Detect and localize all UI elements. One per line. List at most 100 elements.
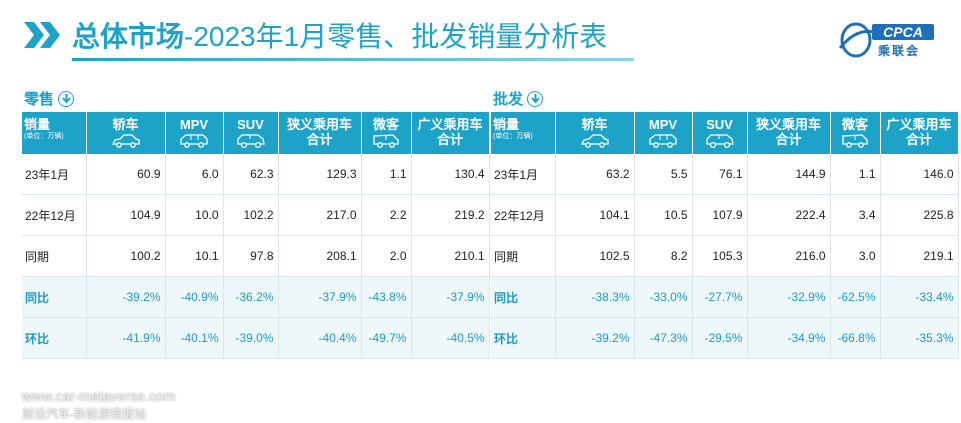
title-underline (72, 58, 634, 61)
retail-section-label: 零售 (24, 88, 75, 109)
table-cell: 2.2 (361, 194, 412, 236)
column-header: 狭义乘用车 合计 (278, 112, 362, 154)
table-cell: 104.1 (555, 194, 635, 236)
table-cell: 225.8 (880, 194, 959, 236)
column-header-label: 微客 (372, 117, 399, 132)
watermark: www.car-metaverse.com 前沿汽车-新能源情报站 (22, 387, 175, 423)
table-cell: -33.0% (634, 276, 693, 318)
table-row: 同比 -38.3% -33.0% -27.7% -32.9% -62.5% -33.4% (491, 276, 959, 318)
table-cell: -49.7% (361, 317, 412, 359)
table-cell: 208.1 (278, 235, 362, 277)
table-cell: 210.1 (411, 235, 490, 277)
wholesale-label: 批发 (493, 91, 524, 108)
column-header: MPV (165, 112, 224, 154)
table-cell: -40.4% (278, 317, 362, 359)
table-cell: 10.5 (634, 194, 693, 236)
table-cell: -36.2% (223, 276, 279, 318)
table-cell: -37.9% (278, 276, 362, 318)
watermark-caption: 前沿汽车-新能源情报站 (22, 407, 146, 421)
table-cell: 8.2 (634, 235, 693, 277)
retail-label: 零售 (24, 91, 55, 108)
column-header: SUV (692, 112, 748, 154)
page-header: 总体市场-2023年1月零售、批发销量分析表 CPCA 乘联会 (0, 0, 961, 68)
table-cell: 10.0 (165, 194, 224, 236)
table-cell: -41.9% (86, 317, 166, 359)
column-header: 广义乘用车 合计 (411, 112, 490, 154)
row-label: 同期 (22, 235, 87, 277)
sedan-icon (87, 134, 165, 151)
column-header: 轿车 (86, 112, 166, 154)
table-cell: 105.3 (692, 235, 748, 277)
double-chevron-icon (24, 22, 60, 48)
mpv-icon (635, 134, 692, 151)
table-cell: 104.9 (86, 194, 166, 236)
table-cell: -39.0% (223, 317, 279, 359)
row-label: 环比 (491, 317, 556, 359)
column-header-label: 广义乘用车 合计 (886, 117, 952, 147)
unit-label: 销量 (24, 117, 51, 132)
table-cell: -38.3% (555, 276, 635, 318)
table-cell: 3.0 (830, 235, 881, 277)
table-row: 环比 -39.2% -47.3% -29.5% -34.9% -66.8% -35.3% (491, 317, 959, 359)
column-header: 广义乘用车 合计 (880, 112, 959, 154)
down-arrow-icon (527, 90, 544, 107)
table-cell: -40.1% (165, 317, 224, 359)
table-cell: 100.2 (86, 235, 166, 277)
table-row: 23年1月 63.2 5.5 76.1 144.9 1.1 146.0 (491, 154, 959, 195)
logo-swoosh-icon (838, 22, 875, 58)
wholesale-section-label: 批发 (493, 88, 544, 109)
table-cell: 97.8 (223, 235, 279, 277)
column-header-label: 轿车 (112, 117, 139, 132)
row-label: 环比 (22, 317, 87, 359)
table-cell: -34.9% (747, 317, 831, 359)
table-cell: 6.0 (165, 154, 224, 195)
unit-header-cell: 销量 (单位：万辆) (22, 112, 87, 154)
table-cell: 76.1 (692, 154, 748, 195)
unit-label: 销量 (493, 117, 520, 132)
unit-note: (单位：万辆) (493, 133, 533, 140)
column-header: 微客 (830, 112, 881, 154)
wholesale-table: 销量 (单位：万辆) 轿车 MPV SUV 狭义乘用车 合计 微客 广义乘用车 合计 23年1月 6… (491, 112, 959, 359)
row-label: 同期 (491, 235, 556, 277)
logo-chinese: 乘联会 (878, 44, 921, 58)
suv-icon (224, 134, 278, 151)
table-cell: 2.0 (361, 235, 412, 277)
table-cell: 216.0 (747, 235, 831, 277)
table-row: 环比 -41.9% -40.1% -39.0% -40.4% -49.7% -40.5% (22, 317, 490, 359)
column-header-label: 广义乘用车 合计 (417, 117, 483, 147)
mpv-icon (166, 134, 223, 151)
table-cell: -62.5% (830, 276, 881, 318)
table-cell: 5.5 (634, 154, 693, 195)
table-cell: 107.9 (692, 194, 748, 236)
table-cell: 144.9 (747, 154, 831, 195)
table-row: 同期 100.2 10.1 97.8 208.1 2.0 210.1 (22, 235, 490, 277)
column-header: MPV (634, 112, 693, 154)
column-header: 微客 (361, 112, 412, 154)
table-cell: -33.4% (880, 276, 959, 318)
logo-text: CPCA (872, 24, 934, 40)
column-header-label: MPV (648, 117, 678, 132)
table-cell: -39.2% (555, 317, 635, 359)
table-cell: -43.8% (361, 276, 412, 318)
unit-note: (单位：万辆) (24, 133, 64, 140)
row-label: 23年1月 (491, 154, 556, 195)
table-cell: 1.1 (361, 154, 412, 195)
table-cell: -37.9% (411, 276, 490, 318)
table-cell: 219.2 (411, 194, 490, 236)
table-cell: 10.1 (165, 235, 224, 277)
table-cell: 219.1 (880, 235, 959, 277)
column-header-label: 轿车 (581, 117, 608, 132)
table-cell: 129.3 (278, 154, 362, 195)
row-label: 同比 (22, 276, 87, 318)
column-header-label: 狭义乘用车 合计 (286, 117, 352, 147)
table-cell: 222.4 (747, 194, 831, 236)
row-label: 22年12月 (491, 194, 556, 236)
title-bold: 总体市场 (72, 21, 185, 52)
table-cell: -35.3% (880, 317, 959, 359)
retail-panel: 销量 (单位：万辆) 轿车 MPV SUV 狭义乘用车 合计 微客 广义乘用车 合计 23年1月 6… (22, 112, 490, 359)
table-cell: 60.9 (86, 154, 166, 195)
table-cell: 146.0 (880, 154, 959, 195)
table-cell: -40.5% (411, 317, 490, 359)
table-cell: -66.8% (830, 317, 881, 359)
table-cell: 3.4 (830, 194, 881, 236)
